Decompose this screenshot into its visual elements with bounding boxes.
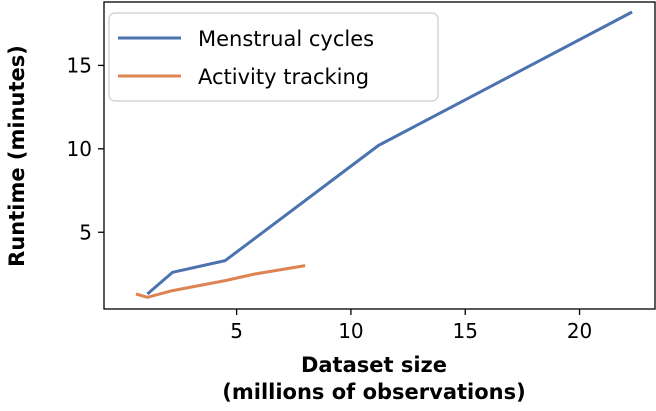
y-tick-label-5: 5 [79, 220, 92, 244]
x-axis-ticks: 5 10 15 20 [230, 309, 592, 343]
x-tick-label-10: 10 [338, 319, 363, 343]
legend-label-menstrual-cycles: Menstrual cycles [198, 27, 374, 51]
x-axis-label-line-1: Dataset size [301, 353, 447, 377]
y-tick-label-15: 15 [67, 53, 92, 77]
x-tick-label-5: 5 [230, 319, 243, 343]
series-line-menstrual-cycles [146, 10, 633, 296]
series-layer [135, 10, 633, 299]
series-line-activity-tracking [135, 264, 306, 299]
legend-box [108, 12, 439, 102]
y-axis-ticks: 5 10 15 [67, 53, 104, 244]
y-axis-label: Runtime (minutes) [5, 45, 29, 267]
legend: Menstrual cycles Activity tracking [108, 12, 439, 102]
legend-label-activity-tracking: Activity tracking [198, 65, 369, 89]
x-tick-label-15: 15 [453, 319, 478, 343]
x-axis-label-line-2: (millions of observations) [222, 380, 525, 404]
x-tick-label-20: 20 [567, 319, 592, 343]
y-tick-label-10: 10 [67, 137, 92, 161]
